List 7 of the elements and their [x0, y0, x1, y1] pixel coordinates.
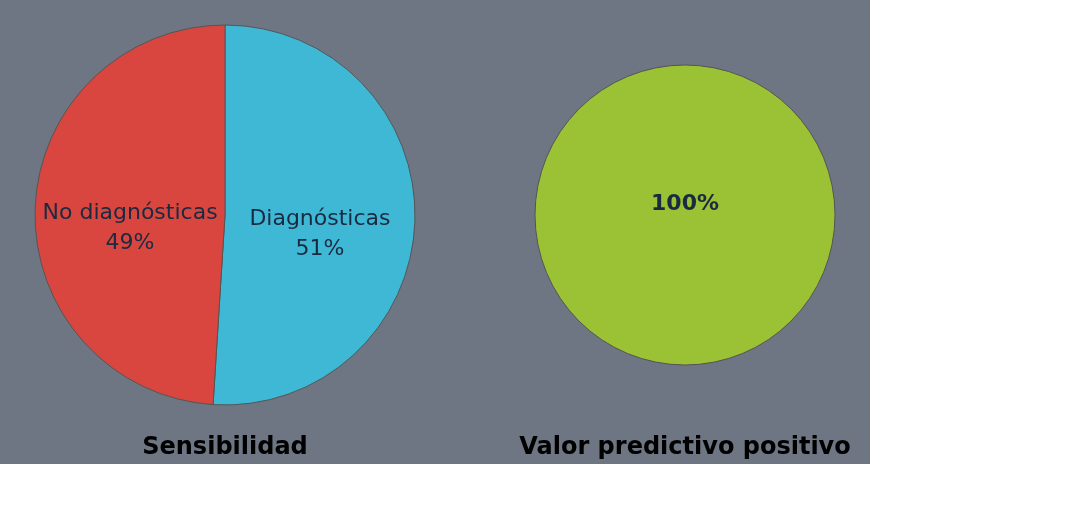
text: Sensibilidad — [142, 432, 308, 460]
slice-label: No diagnósticas — [42, 199, 218, 225]
slice-label: Diagnósticas — [249, 204, 391, 230]
text: Valor predictivo positivo — [519, 432, 851, 460]
data-label: 51% — [295, 234, 345, 260]
data-label: 49% — [105, 229, 155, 255]
data-label: 100% — [651, 190, 719, 215]
